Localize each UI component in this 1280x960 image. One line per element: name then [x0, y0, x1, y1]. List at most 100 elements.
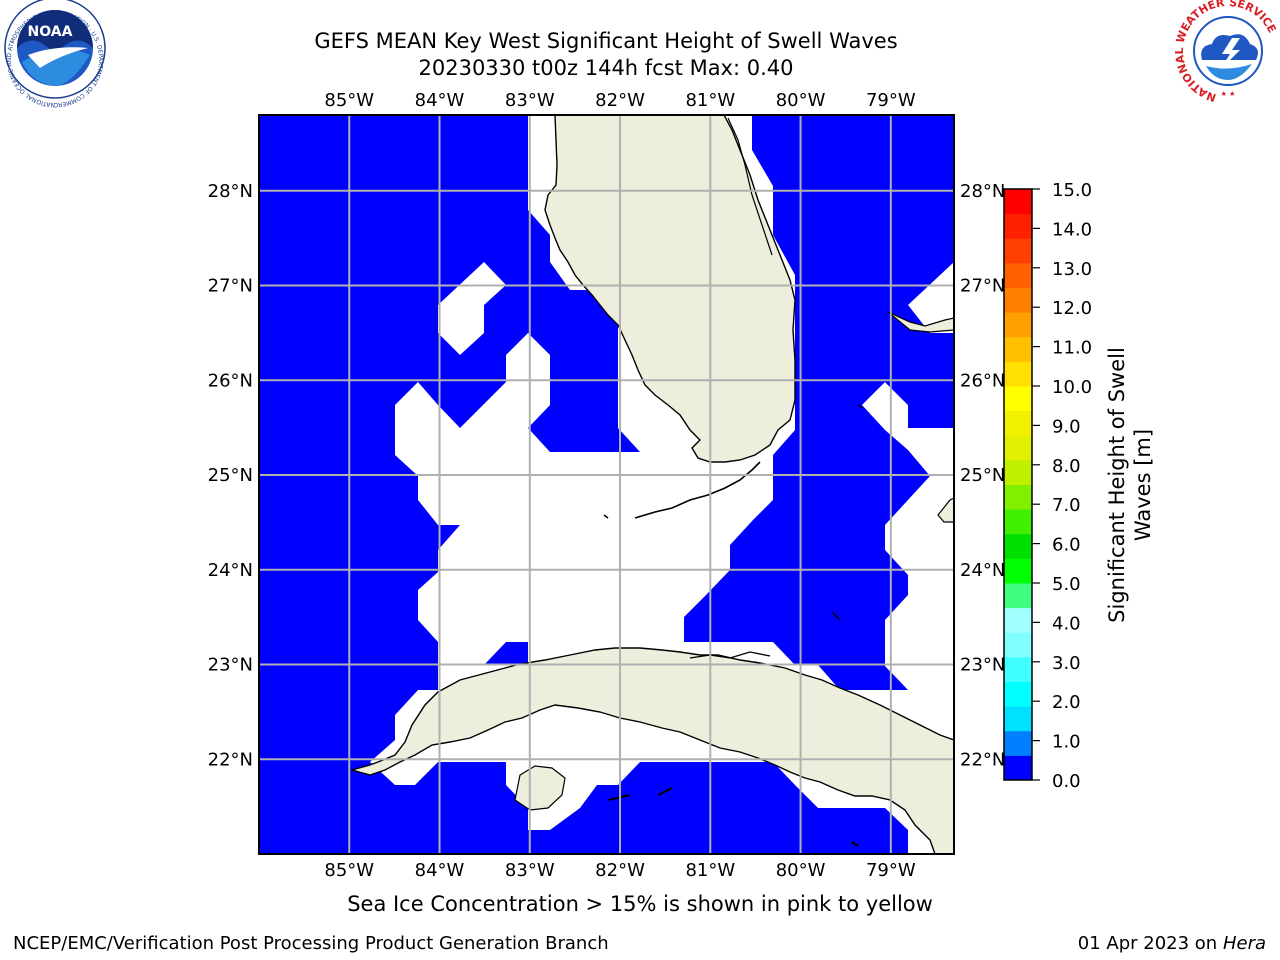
cuba-north-keys: [689, 651, 771, 659]
colorbar-tick-label: 2.0: [1052, 692, 1081, 713]
lon-label-bottom: 81°W: [685, 860, 735, 881]
colorbar-tick-label: 0.0: [1052, 771, 1081, 792]
lon-label-top: 80°W: [776, 90, 826, 111]
bahamas-andros: [937, 497, 954, 523]
map-panel: [259, 115, 954, 854]
cuba-islet: [851, 841, 859, 847]
svg-text:★ ★: ★ ★: [1221, 90, 1236, 98]
lon-label-bottom: 85°W: [324, 860, 374, 881]
footer-date: 01 Apr 2023 on Hera: [1078, 933, 1266, 954]
colorbar-swatch: [1004, 681, 1032, 707]
colorbar-tick-label: 7.0: [1052, 495, 1081, 516]
lat-label-right: 28°N: [960, 181, 1005, 202]
colorbar-tick-label: 6.0: [1052, 535, 1081, 556]
graticule: [259, 115, 954, 854]
lon-label-bottom: 84°W: [415, 860, 465, 881]
colorbar-swatch: [1004, 656, 1032, 682]
lat-label-right: 24°N: [960, 560, 1005, 581]
colorbar-swatch: [1004, 410, 1032, 436]
colorbar-swatch: [1004, 262, 1032, 288]
colorbar-swatch: [1004, 336, 1032, 362]
colorbar-swatch: [1004, 607, 1032, 633]
colorbar-tick-label: 13.0: [1052, 259, 1092, 280]
footer-date-text: 01 Apr 2023 on: [1077, 933, 1223, 954]
colorbar-swatch: [1004, 312, 1032, 338]
cuba-south-keys: [607, 787, 673, 801]
lat-label-left: 27°N: [208, 276, 253, 297]
colorbar-tick-label: 11.0: [1052, 338, 1092, 359]
florida-east-barrier: [727, 117, 773, 256]
colorbar-swatch: [1004, 509, 1032, 535]
colorbar-frame: [1003, 188, 1033, 781]
nws-logo-icon: NATIONAL WEATHER SERVICE ★ ★: [1173, 0, 1279, 104]
colorbar-swatch: [1004, 189, 1032, 215]
colorbar-tick-label: 14.0: [1052, 219, 1092, 240]
colorbar-label-line1: Significant Height of Swell: [1105, 347, 1129, 623]
lon-label-bottom: 82°W: [595, 860, 645, 881]
colorbar-swatch: [1004, 386, 1032, 412]
lat-label-left: 24°N: [208, 560, 253, 581]
lat-label-left: 25°N: [208, 465, 253, 486]
lon-label-top: 84°W: [415, 90, 465, 111]
footer-credit: NCEP/EMC/Verification Post Processing Pr…: [13, 933, 609, 954]
chart-subtitle: 20230330 t00z 144h fcst Max: 0.40: [419, 56, 794, 80]
lat-label-right: 27°N: [960, 276, 1005, 297]
cuba-landmass: [349, 647, 954, 854]
lat-label-left: 28°N: [208, 181, 253, 202]
lat-label-right: 25°N: [960, 465, 1005, 486]
lat-label-left: 26°N: [208, 370, 253, 391]
colorbar-tick-label: 8.0: [1052, 456, 1081, 477]
colorbar-label-line2: Waves [m]: [1131, 429, 1155, 541]
colorbar-swatch: [1004, 213, 1032, 239]
bahamas-islet-2: [857, 404, 863, 409]
lon-label-top: 81°W: [685, 90, 735, 111]
lon-label-top: 85°W: [324, 90, 374, 111]
lon-label-bottom: 80°W: [776, 860, 826, 881]
colorbar-swatch: [1004, 484, 1032, 510]
colorbar-tick-label: 5.0: [1052, 574, 1081, 595]
colorbar-swatch: [1004, 459, 1032, 485]
noaa-logo-icon: NATIONAL OCEANIC AND ATMOSPHERIC ADMINIS…: [0, 0, 106, 108]
bahamas-grand-bahama: [887, 311, 954, 333]
colorbar-tick-label: 4.0: [1052, 613, 1081, 634]
colorbar-tick-label: 9.0: [1052, 416, 1081, 437]
colorbar-swatch: [1004, 361, 1032, 387]
lon-label-bottom: 79°W: [866, 860, 916, 881]
lat-label-left: 23°N: [208, 655, 253, 676]
map-frame: [258, 114, 955, 855]
florida-islet: [603, 514, 609, 519]
bahamas-islet: [831, 611, 841, 621]
florida-landmass: [544, 115, 796, 463]
lon-label-top: 82°W: [595, 90, 645, 111]
lat-label-right: 22°N: [960, 749, 1005, 770]
colorbar-tick-label: 12.0: [1052, 298, 1092, 319]
sea-ice-caption: Sea Ice Concentration > 15% is shown in …: [347, 892, 933, 916]
chart-title: GEFS MEAN Key West Significant Height of…: [314, 29, 897, 53]
colorbar-swatch: [1004, 755, 1032, 781]
colorbar-tick-label: 3.0: [1052, 653, 1081, 674]
colorbar-swatch: [1004, 533, 1032, 559]
colorbar-tick-label: 10.0: [1052, 377, 1092, 398]
colorbar-swatch: [1004, 287, 1032, 313]
colorbar-swatch: [1004, 706, 1032, 732]
lat-label-left: 22°N: [208, 749, 253, 770]
lat-label-right: 23°N: [960, 655, 1005, 676]
colorbar-swatch: [1004, 435, 1032, 461]
lon-label-bottom: 83°W: [505, 860, 555, 881]
colorbar-swatch: [1004, 583, 1032, 609]
colorbar: 0.0 1.0 2.0 3.0 4.0 5.0 6.0 7.0 8.0 9.0 10.0 11.0 12…: [1003, 180, 1092, 792]
isla-de-la-juventud: [514, 765, 566, 811]
map-axis-labels: 85°W 85°W 84°W 84°W 83°W 83°W 82°W 82°W 81°W 81°W…: [208, 90, 1006, 881]
florida-keys: [634, 461, 761, 519]
lat-label-right: 26°N: [960, 370, 1005, 391]
noaa-logo-text: NOAA: [28, 24, 73, 40]
colorbar-swatch: [1004, 558, 1032, 584]
colorbar-swatch: [1004, 632, 1032, 658]
lon-label-top: 83°W: [505, 90, 555, 111]
colorbar-tick-label: 15.0: [1052, 180, 1092, 201]
colorbar-tick-label: 1.0: [1052, 732, 1081, 753]
colorbar-swatch: [1004, 238, 1032, 264]
lon-label-top: 79°W: [866, 90, 916, 111]
footer-host: Hera: [1222, 933, 1266, 954]
